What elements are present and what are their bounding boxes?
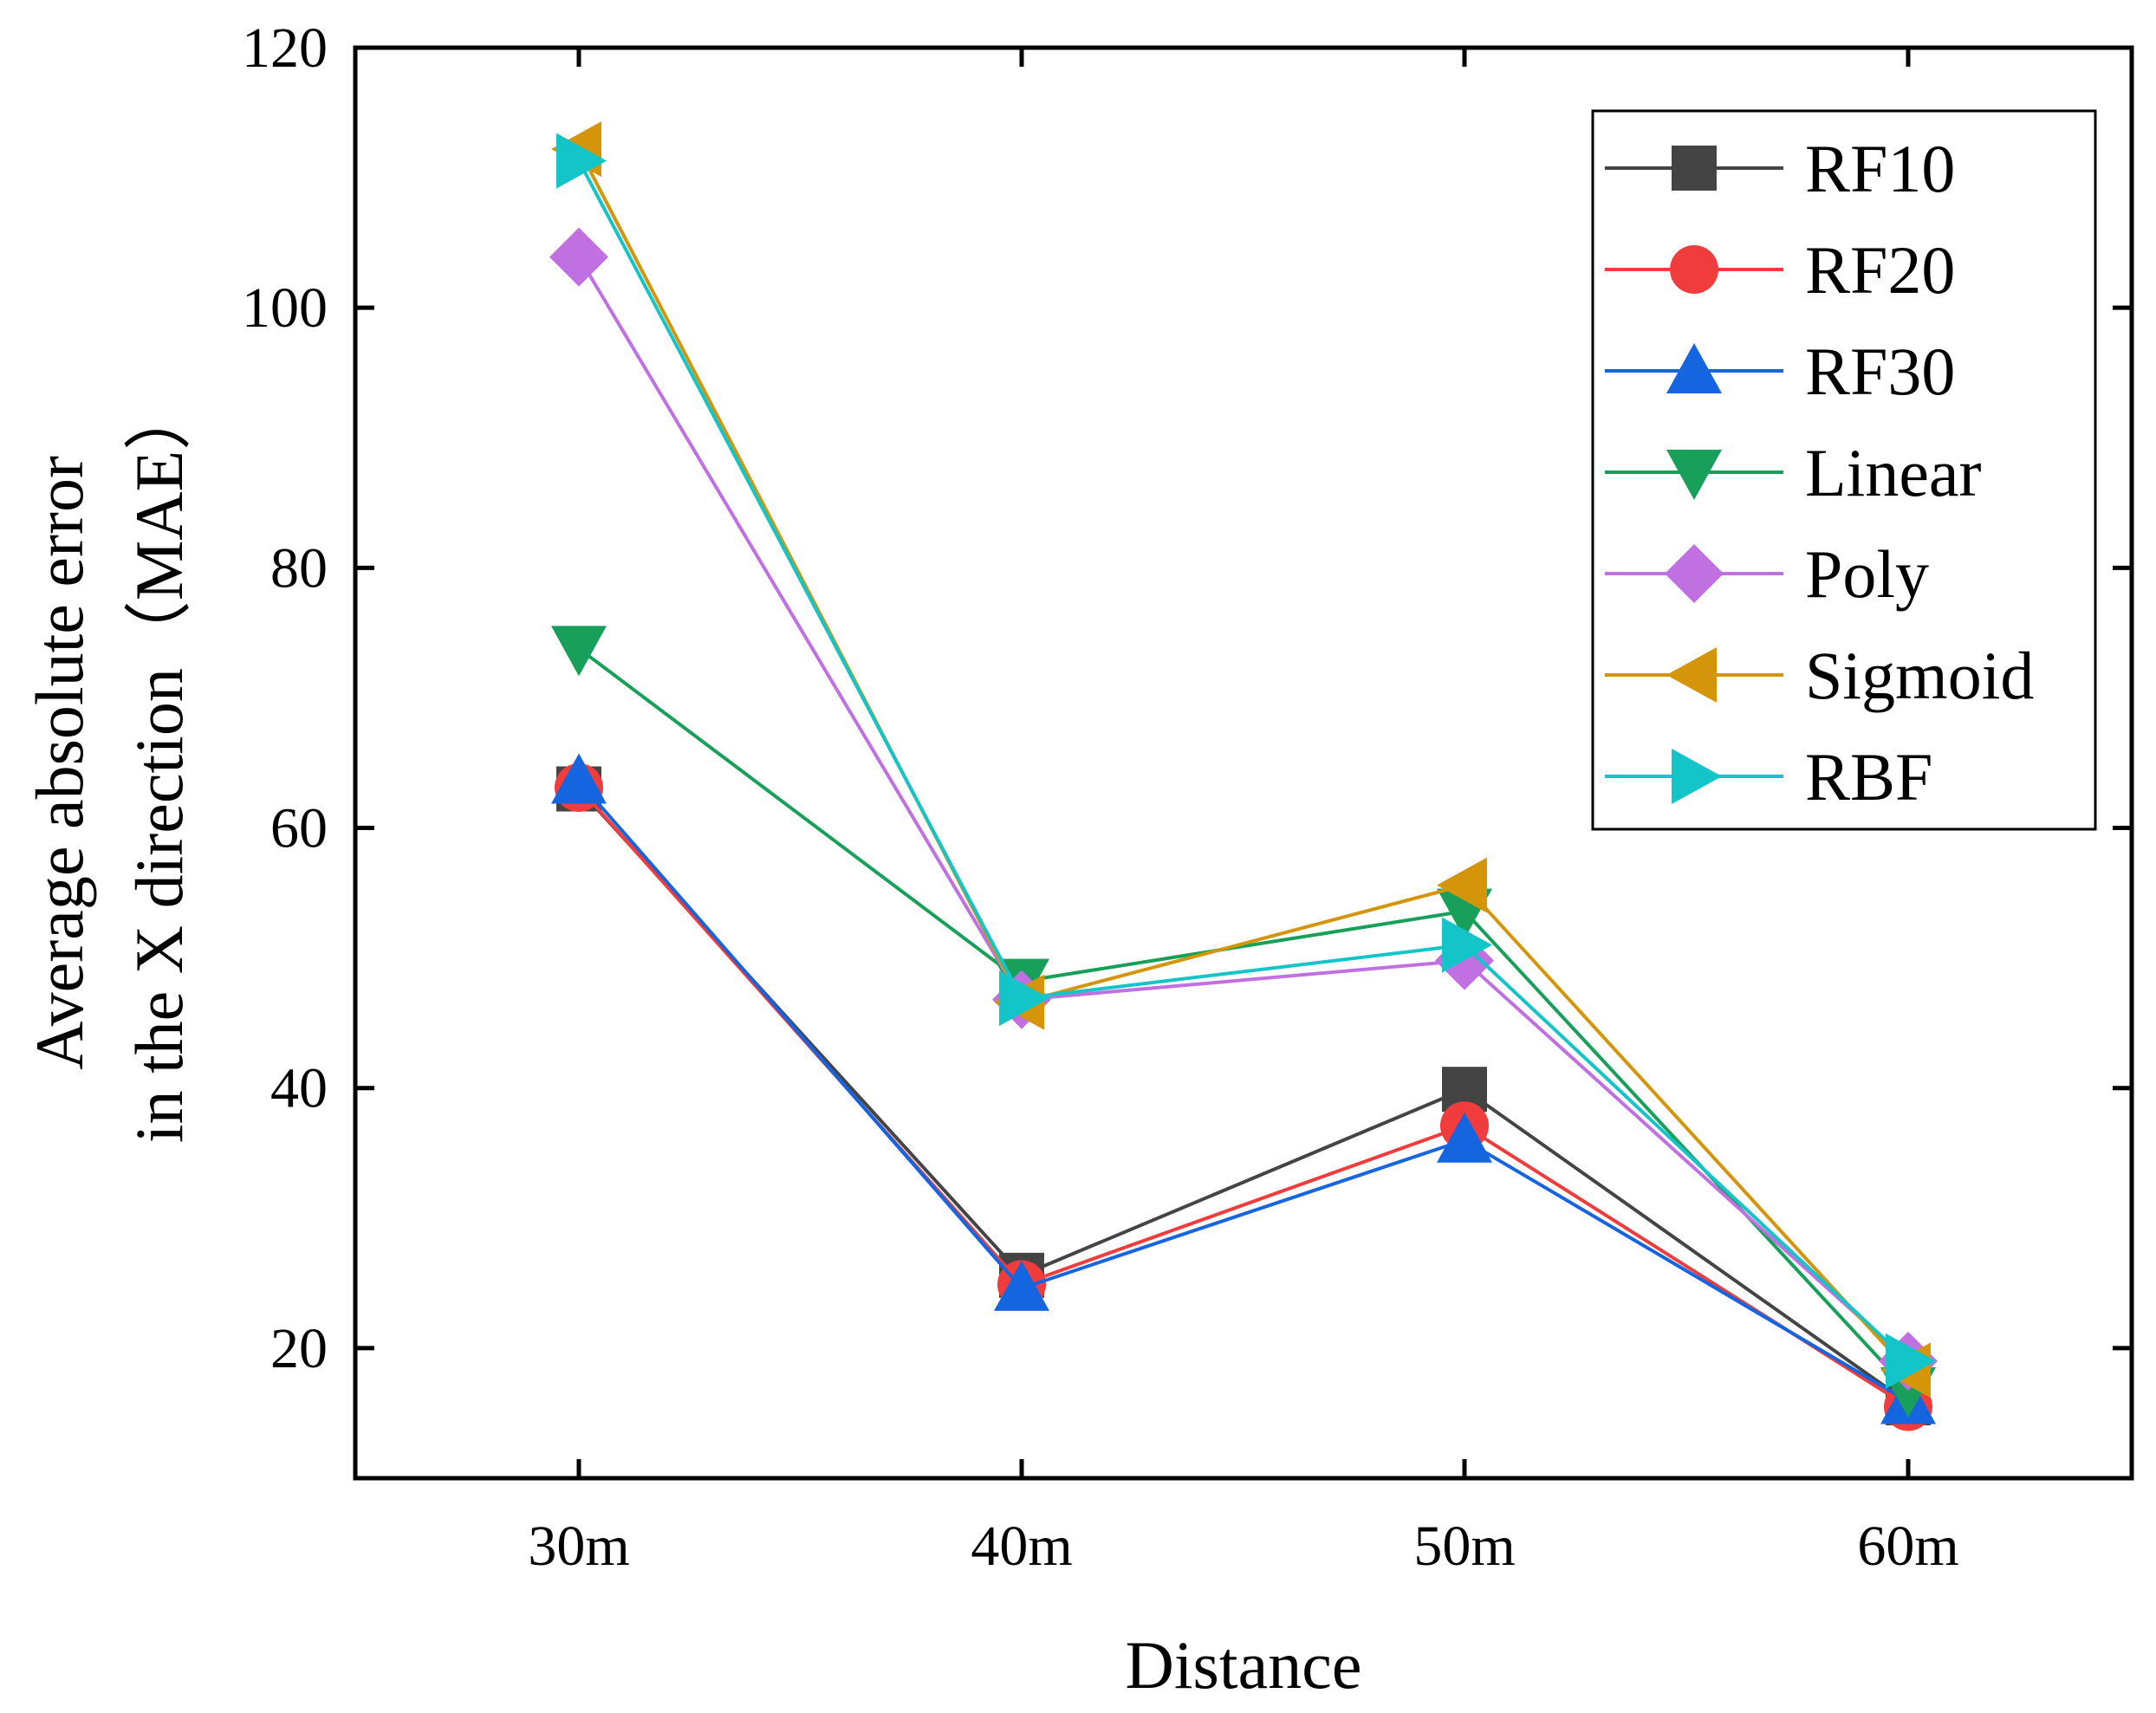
legend-label-rbf: RBF bbox=[1805, 739, 1932, 814]
legend-marker-rf10 bbox=[1672, 146, 1717, 191]
series-rbf bbox=[556, 133, 1936, 1389]
legend-marker-rbf bbox=[1672, 749, 1722, 804]
legend-item-rf20: RF20 bbox=[1605, 232, 1955, 308]
legend-marker-linear bbox=[1666, 450, 1722, 500]
x-axis-title: Distance bbox=[1126, 1627, 1362, 1703]
y-tick-label-120: 120 bbox=[242, 16, 328, 80]
point-rbf-40m bbox=[999, 970, 1049, 1027]
legend-label-sigmoid: Sigmoid bbox=[1805, 638, 2034, 713]
plot-frame bbox=[353, 45, 2134, 1481]
point-rf30-50m bbox=[1437, 1112, 1492, 1163]
legend-item-rf30: RF30 bbox=[1605, 334, 1955, 409]
point-rf30-40m bbox=[994, 1260, 1049, 1311]
y-tick-label-60: 60 bbox=[270, 797, 328, 860]
legend-label-rf20: RF20 bbox=[1805, 232, 1955, 308]
x-tick-label-60m: 60m bbox=[1857, 1515, 1958, 1578]
y-tick-label-80: 80 bbox=[270, 536, 328, 600]
series-rf10 bbox=[556, 766, 1931, 1425]
point-rbf-30m bbox=[556, 133, 607, 189]
series-line-rbf bbox=[577, 159, 1910, 1363]
series-rf20 bbox=[555, 763, 1932, 1431]
series-line-linear bbox=[577, 646, 1910, 1392]
legend-item-poly: Poly bbox=[1605, 536, 1929, 612]
y-axis-title-line2: in the X direction（MAE） bbox=[121, 383, 197, 1143]
legend-marker-rf30 bbox=[1666, 343, 1722, 393]
y-axis-title-line1: Average absolute error bbox=[22, 456, 97, 1070]
x-tick-label-30m: 30m bbox=[528, 1515, 629, 1578]
legend-box bbox=[1591, 109, 2097, 831]
series-line-rf20 bbox=[577, 786, 1910, 1409]
point-poly-30m bbox=[549, 227, 608, 287]
y-tick-label-100: 100 bbox=[242, 276, 328, 340]
legend-label-rf30: RF30 bbox=[1805, 334, 1955, 409]
series-layer bbox=[549, 121, 1938, 1431]
legend-marker-poly bbox=[1665, 544, 1724, 603]
legend-item-linear: Linear bbox=[1605, 435, 1982, 510]
legend-marker-rf20 bbox=[1670, 245, 1718, 294]
legend-item-rf10: RF10 bbox=[1605, 131, 1955, 206]
point-linear-30m bbox=[551, 626, 607, 677]
y-tick-label-20: 20 bbox=[270, 1317, 328, 1380]
point-sigmoid-50m bbox=[1437, 857, 1487, 913]
legend-label-poly: Poly bbox=[1805, 536, 1929, 612]
legend-label-linear: Linear bbox=[1805, 435, 1982, 510]
legend-item-sigmoid: Sigmoid bbox=[1605, 638, 2034, 713]
x-tick-label-40m: 40m bbox=[971, 1515, 1072, 1578]
series-line-rf10 bbox=[577, 788, 1910, 1405]
legend: RF10 RF20 RF30 Linear Poly Sigmoid RBF bbox=[1591, 109, 2097, 831]
series-line-rf30 bbox=[577, 780, 1910, 1404]
y-tick-label-40: 40 bbox=[270, 1057, 328, 1120]
legend-item-rbf: RBF bbox=[1605, 739, 1932, 814]
point-rbf-50m bbox=[1442, 917, 1492, 973]
axis-layer: 20 40 60 80 100 120 30m 40m 50m 60m bbox=[242, 16, 2132, 1578]
legend-marker-sigmoid bbox=[1666, 647, 1717, 703]
series-line-poly bbox=[577, 256, 1910, 1363]
point-rbf-60m bbox=[1886, 1333, 1936, 1389]
x-tick-label-50m: 50m bbox=[1413, 1515, 1515, 1578]
series-rf30 bbox=[551, 753, 1936, 1424]
series-line-sigmoid bbox=[577, 148, 1910, 1372]
legend-label-rf10: RF10 bbox=[1805, 131, 1955, 206]
point-rf30-30m bbox=[551, 753, 607, 804]
